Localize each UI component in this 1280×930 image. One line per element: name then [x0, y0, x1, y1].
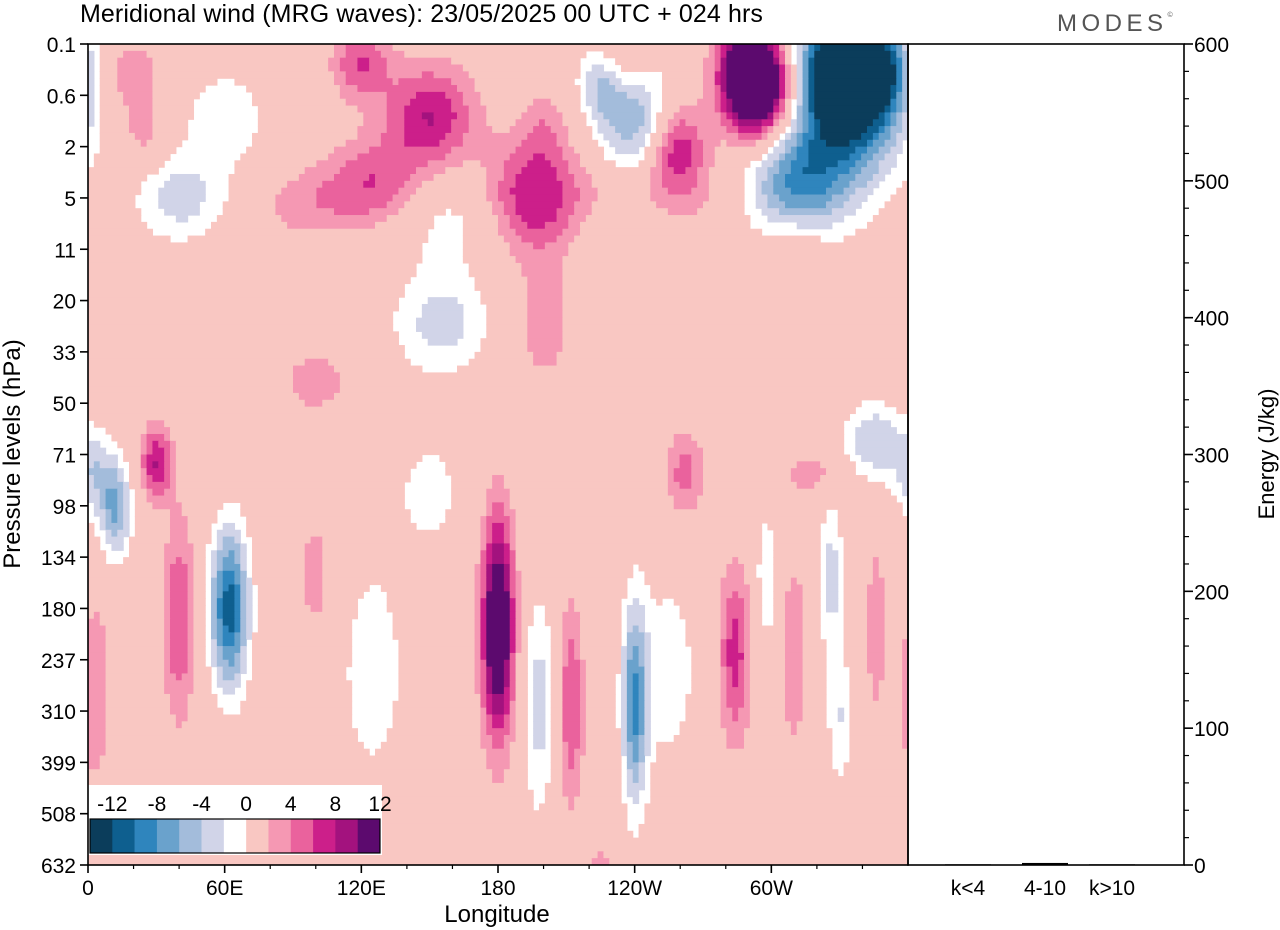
colorbar-tick-label: 0: [240, 793, 252, 816]
y-tick-label: 134: [41, 547, 76, 570]
y-tick-label: 11: [54, 239, 76, 262]
y-tick-label: 71: [53, 445, 76, 468]
colorbar-swatch: [268, 819, 292, 853]
y-tick-label: 310: [41, 701, 76, 724]
colorbar-swatch: [246, 819, 269, 853]
energy-tick-label: 100: [1194, 718, 1229, 741]
energy-tick-label: 500: [1194, 171, 1229, 194]
y-tick-label: 180: [41, 598, 76, 621]
y-tick-label: 5: [64, 188, 76, 211]
energy-tick-label: 600: [1194, 34, 1229, 57]
x-tick-label: 60E: [206, 877, 243, 900]
energy-plot-frame: [907, 43, 1185, 866]
y-tick-label: 50: [53, 393, 76, 416]
energy-bars: k<4 4-10 k>10: [945, 862, 1135, 900]
energy-category-label: 4-10: [1024, 877, 1066, 900]
colorbar-swatch: [156, 819, 180, 853]
energy-axis-label: Energy (J/kg): [1254, 389, 1279, 520]
energy-category-label: k<4: [951, 877, 986, 900]
colorbar-swatch: [357, 819, 381, 853]
energy-bar: [945, 864, 991, 865]
colorbar-tick-label: 12: [368, 793, 391, 816]
energy-tick-label: 200: [1194, 581, 1229, 604]
y-tick-label: 399: [41, 752, 76, 775]
colorbar-swatch: [335, 819, 358, 853]
y-tick-label: 33: [53, 342, 76, 365]
colorbar-tick-label: 8: [330, 793, 342, 816]
y-tick-label: 508: [41, 804, 76, 827]
colorbar-swatch: [112, 819, 135, 853]
x-tick-label: 120W: [607, 877, 662, 900]
x-tick-label: 180: [480, 877, 515, 900]
colorbar-tick-label: 4: [285, 793, 297, 816]
energy-bar: [1022, 862, 1068, 865]
colorbar-swatch: [313, 819, 336, 853]
energy-tick-label: 400: [1194, 308, 1229, 331]
modes-logo: MODES©: [1057, 10, 1173, 37]
logo-text: MODES: [1057, 10, 1168, 37]
y-axis-label: Pressure levels (hPa): [0, 339, 26, 568]
y-tick-label: 0.1: [47, 34, 76, 57]
colorbar-tick-label: -8: [148, 793, 167, 816]
y-tick-label: 0.6: [47, 85, 76, 108]
colorbar-tick-label: -4: [192, 793, 211, 816]
x-tick-label: 60W: [750, 877, 793, 900]
x-tick-label: 0: [82, 877, 94, 900]
colorbar-swatch: [223, 819, 247, 853]
energy-category-label: k>10: [1089, 877, 1135, 900]
axes: 0.1 0.6 2 5 11 20 33 50 71 98 134 180 237 310 399 508 63…: [41, 34, 1229, 900]
y-tick-label: 20: [53, 291, 76, 314]
contour-field: [88, 44, 908, 865]
y-tick-label: 98: [53, 496, 76, 519]
colorbar-swatch: [134, 819, 158, 853]
colorbar: -12 -8 -4 0 4 8 12: [88, 785, 392, 855]
y-tick-label: 2: [64, 137, 76, 160]
colorbar-tick-label: -12: [97, 793, 127, 816]
colorbar-swatch: [179, 819, 202, 853]
colorbar-swatch: [201, 819, 225, 853]
y-tick-label: 237: [41, 650, 76, 673]
colorbar-swatch: [90, 819, 113, 853]
colorbar-swatch: [290, 819, 314, 853]
chart-title: Meridional wind (MRG waves): 23/05/2025 …: [80, 0, 763, 28]
x-tick-label: 120E: [337, 877, 386, 900]
y-tick-label: 632: [41, 855, 76, 878]
energy-tick-label: 300: [1194, 445, 1229, 468]
x-axis-label: Longitude: [444, 901, 549, 928]
energy-bar: [1089, 864, 1135, 865]
energy-tick-label: 0: [1194, 855, 1206, 878]
